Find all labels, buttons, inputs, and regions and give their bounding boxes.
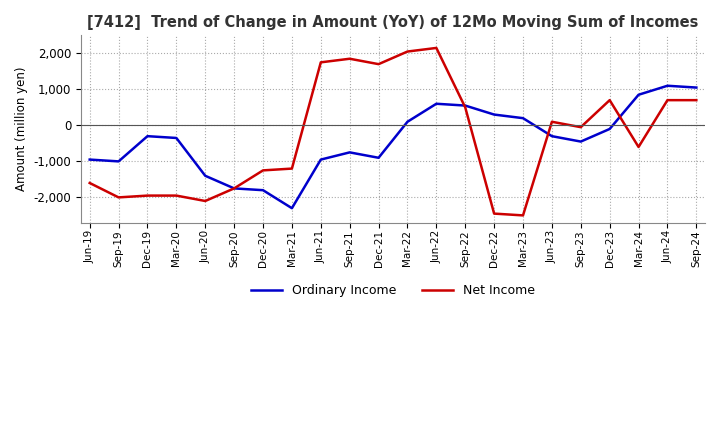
Y-axis label: Amount (million yen): Amount (million yen) [15, 67, 28, 191]
Net Income [548, 119, 557, 125]
Net Income [518, 213, 527, 218]
Net Income [577, 125, 585, 130]
Net Income [258, 168, 267, 173]
Net Income [230, 186, 238, 191]
Ordinary Income [663, 83, 672, 88]
Ordinary Income [518, 116, 527, 121]
Ordinary Income [692, 85, 701, 90]
Ordinary Income [172, 136, 181, 141]
Ordinary Income [114, 159, 123, 164]
Net Income [143, 193, 152, 198]
Net Income [172, 193, 181, 198]
Ordinary Income [201, 173, 210, 179]
Net Income [86, 180, 94, 186]
Net Income [634, 144, 643, 150]
Net Income [317, 60, 325, 65]
Net Income [490, 211, 498, 216]
Line: Net Income: Net Income [90, 48, 696, 216]
Legend: Ordinary Income, Net Income: Ordinary Income, Net Income [246, 279, 540, 302]
Ordinary Income [287, 205, 296, 211]
Ordinary Income [317, 157, 325, 162]
Ordinary Income [490, 112, 498, 117]
Net Income [287, 166, 296, 171]
Net Income [403, 49, 412, 54]
Ordinary Income [403, 119, 412, 125]
Ordinary Income [374, 155, 383, 161]
Net Income [461, 105, 469, 110]
Net Income [606, 98, 614, 103]
Net Income [692, 98, 701, 103]
Ordinary Income [606, 126, 614, 132]
Ordinary Income [634, 92, 643, 97]
Ordinary Income [548, 133, 557, 139]
Ordinary Income [258, 187, 267, 193]
Ordinary Income [461, 103, 469, 108]
Ordinary Income [346, 150, 354, 155]
Ordinary Income [230, 186, 238, 191]
Net Income [432, 45, 441, 51]
Net Income [374, 62, 383, 67]
Ordinary Income [143, 133, 152, 139]
Ordinary Income [432, 101, 441, 106]
Ordinary Income [577, 139, 585, 144]
Net Income [114, 195, 123, 200]
Ordinary Income [86, 157, 94, 162]
Net Income [663, 98, 672, 103]
Title: [7412]  Trend of Change in Amount (YoY) of 12Mo Moving Sum of Incomes: [7412] Trend of Change in Amount (YoY) o… [87, 15, 698, 30]
Line: Ordinary Income: Ordinary Income [90, 86, 696, 208]
Net Income [201, 198, 210, 204]
Net Income [346, 56, 354, 62]
